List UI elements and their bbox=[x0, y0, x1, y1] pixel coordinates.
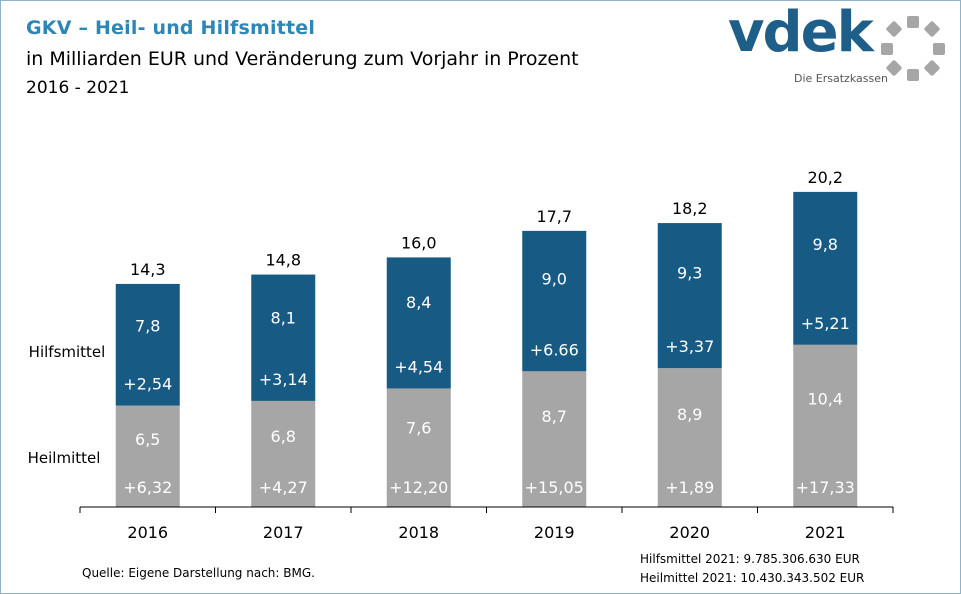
change-label-hilfsmittel: +2,54 bbox=[123, 375, 172, 394]
chart-title: GKV – Heil- und Hilfsmittel bbox=[26, 17, 316, 39]
total-label: 20,2 bbox=[807, 168, 843, 187]
value-label-heilmittel: 6,8 bbox=[271, 427, 296, 446]
logo-tagline: Die Ersatzkassen bbox=[794, 72, 888, 85]
value-label-heilmittel: 8,9 bbox=[677, 405, 702, 424]
value-label-heilmittel: 6,5 bbox=[135, 430, 160, 449]
change-label-hilfsmittel: +3,37 bbox=[665, 337, 714, 356]
x-tick-label: 2021 bbox=[805, 523, 846, 542]
bar-heilmittel bbox=[793, 344, 858, 507]
change-label-heilmittel: +17,33 bbox=[796, 478, 855, 497]
x-tick-label: 2019 bbox=[534, 523, 575, 542]
change-label-heilmittel: +12,20 bbox=[389, 478, 448, 497]
bar-heilmittel bbox=[115, 405, 180, 507]
value-label-heilmittel: 10,4 bbox=[807, 389, 843, 408]
note-heilmittel-2021: Heilmittel 2021: 10.430.343.502 EUR bbox=[640, 571, 865, 585]
value-label-heilmittel: 8,7 bbox=[542, 407, 567, 426]
change-label-hilfsmittel: +6.66 bbox=[530, 340, 579, 359]
change-label-heilmittel: +1,89 bbox=[665, 478, 714, 497]
change-label-heilmittel: +4,27 bbox=[259, 478, 308, 497]
note-hilfsmittel-2021: Hilfsmittel 2021: 9.785.306.630 EUR bbox=[640, 552, 860, 566]
change-label-heilmittel: +6,32 bbox=[123, 478, 172, 497]
total-label: 14,3 bbox=[130, 260, 166, 279]
bar-heilmittel bbox=[657, 368, 722, 507]
total-label: 18,2 bbox=[672, 199, 708, 218]
total-label: 16,0 bbox=[401, 233, 437, 252]
bar-hilfsmittel bbox=[522, 230, 587, 372]
x-tick-label: 2020 bbox=[669, 523, 710, 542]
logo-ring-icon bbox=[881, 16, 945, 81]
value-label-hilfsmittel: 8,4 bbox=[406, 293, 431, 312]
bar-heilmittel bbox=[522, 371, 587, 507]
bar-hilfsmittel bbox=[251, 274, 316, 401]
value-label-hilfsmittel: 7,8 bbox=[135, 316, 160, 335]
logo-wordmark: vdek bbox=[728, 0, 874, 65]
change-label-hilfsmittel: +4,54 bbox=[394, 357, 443, 376]
change-label-hilfsmittel: +5,21 bbox=[801, 314, 850, 333]
vdek-logo: vdek Die Ersatzkassen bbox=[728, 0, 950, 88]
total-label: 17,7 bbox=[536, 207, 572, 226]
change-label-hilfsmittel: +3,14 bbox=[259, 370, 308, 389]
value-label-hilfsmittel: 9,3 bbox=[677, 263, 702, 282]
series-label-hilfsmittel: Hilfsmittel bbox=[29, 343, 106, 361]
bar-heilmittel bbox=[386, 388, 451, 507]
value-label-heilmittel: 7,6 bbox=[406, 419, 431, 438]
series-label-heilmittel: Heilmittel bbox=[28, 449, 101, 467]
value-label-hilfsmittel: 9,8 bbox=[813, 235, 838, 254]
total-label: 14,8 bbox=[265, 251, 301, 270]
chart-subtitle: in Milliarden EUR und Veränderung zum Vo… bbox=[26, 48, 579, 70]
change-label-heilmittel: +15,05 bbox=[525, 478, 584, 497]
bar-hilfsmittel bbox=[793, 191, 858, 345]
bar-hilfsmittel bbox=[115, 283, 180, 406]
bar-hilfsmittel bbox=[657, 223, 722, 369]
bar-heilmittel bbox=[251, 400, 316, 507]
x-tick-label: 2017 bbox=[263, 523, 304, 542]
x-tick-label: 2016 bbox=[127, 523, 168, 542]
chart-period: 2016 - 2021 bbox=[26, 78, 130, 98]
bar-hilfsmittel bbox=[386, 257, 451, 389]
x-tick-label: 2018 bbox=[398, 523, 439, 542]
source-note: Quelle: Eigene Darstellung nach: BMG. bbox=[82, 566, 315, 580]
value-label-hilfsmittel: 9,0 bbox=[542, 270, 567, 289]
value-label-hilfsmittel: 8,1 bbox=[271, 309, 296, 328]
